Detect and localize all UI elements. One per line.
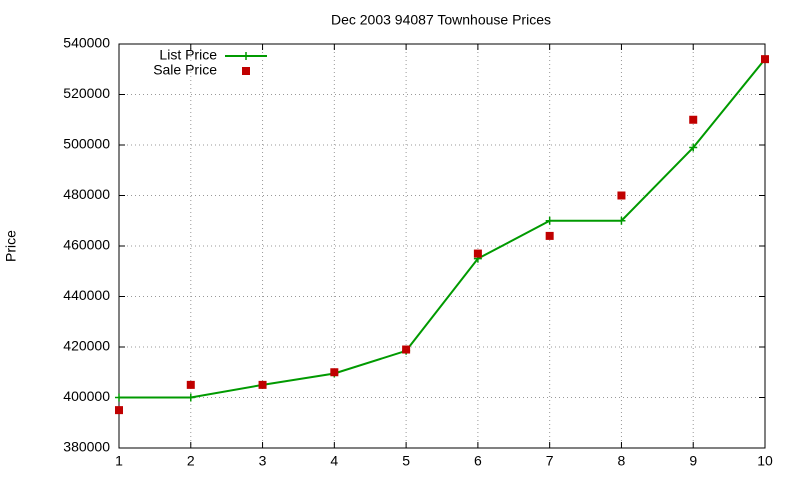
x-tick-label: 10 <box>757 453 773 469</box>
y-tick-label: 440000 <box>63 287 110 303</box>
y-tick-label: 520000 <box>63 85 110 101</box>
y-tick-label: 400000 <box>63 388 110 404</box>
data-point <box>689 143 698 152</box>
x-tick-label: 4 <box>330 453 338 469</box>
y-tick-label: 460000 <box>63 237 110 253</box>
data-point <box>545 216 554 225</box>
data-point <box>761 55 769 64</box>
x-tick-label: 8 <box>618 453 626 469</box>
x-tick-label: 3 <box>259 453 267 469</box>
data-point <box>473 249 482 258</box>
data-point <box>330 368 339 377</box>
data-point <box>186 393 195 402</box>
x-tick-label: 1 <box>115 453 123 469</box>
data-point <box>115 406 123 415</box>
x-tick-label: 6 <box>474 453 482 469</box>
data-point <box>689 115 698 124</box>
legend-marker <box>242 67 250 75</box>
x-tick-label: 7 <box>546 453 554 469</box>
y-tick-label: 380000 <box>63 439 110 455</box>
y-tick-label: 540000 <box>63 35 110 51</box>
legend-marker <box>242 52 250 60</box>
data-point <box>186 380 195 389</box>
x-tick-label: 5 <box>402 453 410 469</box>
legend-label: List Price <box>159 47 217 63</box>
y-tick-label: 420000 <box>63 338 110 354</box>
series-line <box>119 58 766 399</box>
y-tick-label: 480000 <box>63 186 110 202</box>
data-point <box>617 216 626 225</box>
data-point <box>402 345 411 354</box>
plot-border <box>118 43 766 449</box>
data-point <box>545 231 554 240</box>
x-tick-label: 2 <box>187 453 195 469</box>
x-tick-label: 9 <box>689 453 697 469</box>
data-point <box>115 393 123 402</box>
y-tick-label: 500000 <box>63 136 110 152</box>
y-axis-label: Price <box>3 230 19 262</box>
data-point <box>258 380 267 389</box>
legend-label: Sale Price <box>153 62 217 78</box>
chart-title: Dec 2003 94087 Townhouse Prices <box>331 12 551 28</box>
data-point <box>617 191 626 200</box>
